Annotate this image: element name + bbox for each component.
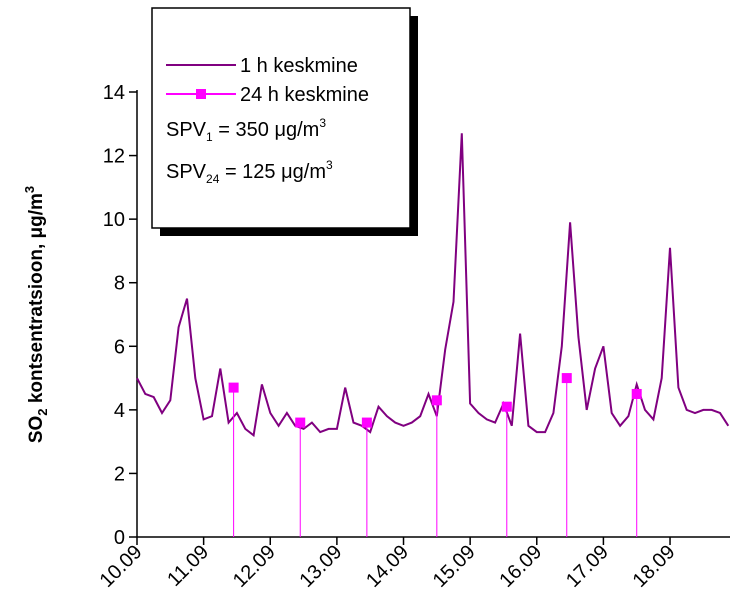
legend-box [151, 7, 411, 229]
y-tick-label: 6 [114, 336, 125, 358]
y-axis-label: SO2 kontsentratsioon, μg/m3 [22, 186, 50, 443]
y-label-text: SO [26, 416, 47, 443]
y-tick-label: 8 [114, 273, 125, 295]
marker [228, 382, 239, 393]
annotation-text: = 125 μg/m [219, 161, 326, 183]
annotation-sup: 3 [319, 116, 326, 130]
y-tick-label: 2 [114, 463, 125, 485]
marker [631, 388, 642, 399]
annotation: SPV1 = 350 μg/m3 [166, 116, 326, 144]
marker [295, 417, 306, 428]
legend-label: 1 h keskmine [240, 55, 358, 77]
x-tick-label: 18.09 [629, 541, 680, 592]
marker [561, 373, 572, 384]
annotation: SPV24 = 125 μg/m3 [166, 158, 333, 186]
annotation-sub: 1 [206, 130, 213, 144]
y-label-text: kontsentratsioon, μg/m [26, 193, 47, 408]
x-tick-label: 14.09 [362, 541, 413, 592]
annotation-sub: 24 [206, 172, 220, 186]
y-tick-label: 10 [103, 209, 125, 231]
y-tick-label: 12 [103, 146, 125, 168]
annotation-text: SPV [166, 119, 207, 141]
annotation-sup: 3 [326, 158, 333, 172]
marker [501, 401, 512, 412]
y-tick-label: 14 [103, 82, 125, 104]
y-label-sup: 3 [22, 186, 37, 193]
x-tick-label: 13.09 [295, 541, 346, 592]
y-label-sub: 2 [35, 408, 50, 415]
x-tick-label: 16.09 [495, 541, 546, 592]
annotation-text: = 350 μg/m [213, 119, 320, 141]
y-tick-label: 0 [114, 527, 125, 549]
marker [431, 395, 442, 406]
x-tick-label: 12.09 [229, 541, 280, 592]
x-tick-label: 17.09 [562, 541, 613, 592]
legend-marker [196, 89, 206, 99]
legend-label: 24 h keskmine [240, 84, 369, 106]
x-tick-label: 11.09 [163, 541, 213, 591]
marker [361, 417, 372, 428]
x-tick-label: 15.09 [429, 541, 480, 592]
y-tick-label: 4 [114, 400, 125, 422]
annotation-text: SPV [166, 161, 207, 183]
